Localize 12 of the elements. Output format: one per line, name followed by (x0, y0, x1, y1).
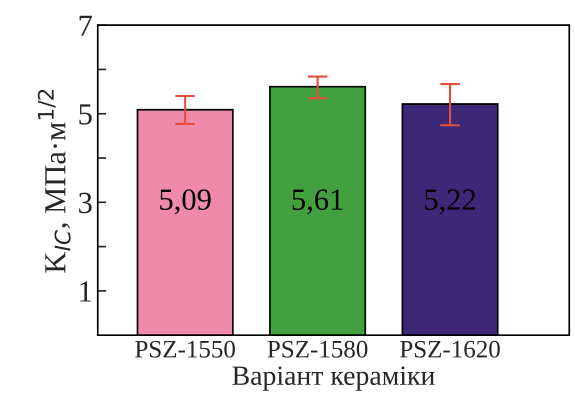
x-tick-label: PSZ-1580 (268, 340, 368, 358)
data-label: 5,61 (292, 189, 343, 214)
x-axis-title: Варіант кераміки (232, 366, 435, 391)
y-tick-label: 1 (80, 281, 92, 302)
y-axis-title: K$_{IC}$, МПа·м$^{1/2}$ (38, 90, 71, 273)
x-tick-label: PSZ-1550 (135, 340, 235, 358)
y-tick-label: 7 (80, 16, 92, 36)
x-tick-label: PSZ-1620 (400, 340, 500, 358)
y-tick-label: 3 (79, 192, 92, 214)
data-label: 5,22 (425, 189, 476, 214)
y-tick-label: 5 (79, 104, 92, 125)
data-label: 5,09 (160, 189, 211, 214)
